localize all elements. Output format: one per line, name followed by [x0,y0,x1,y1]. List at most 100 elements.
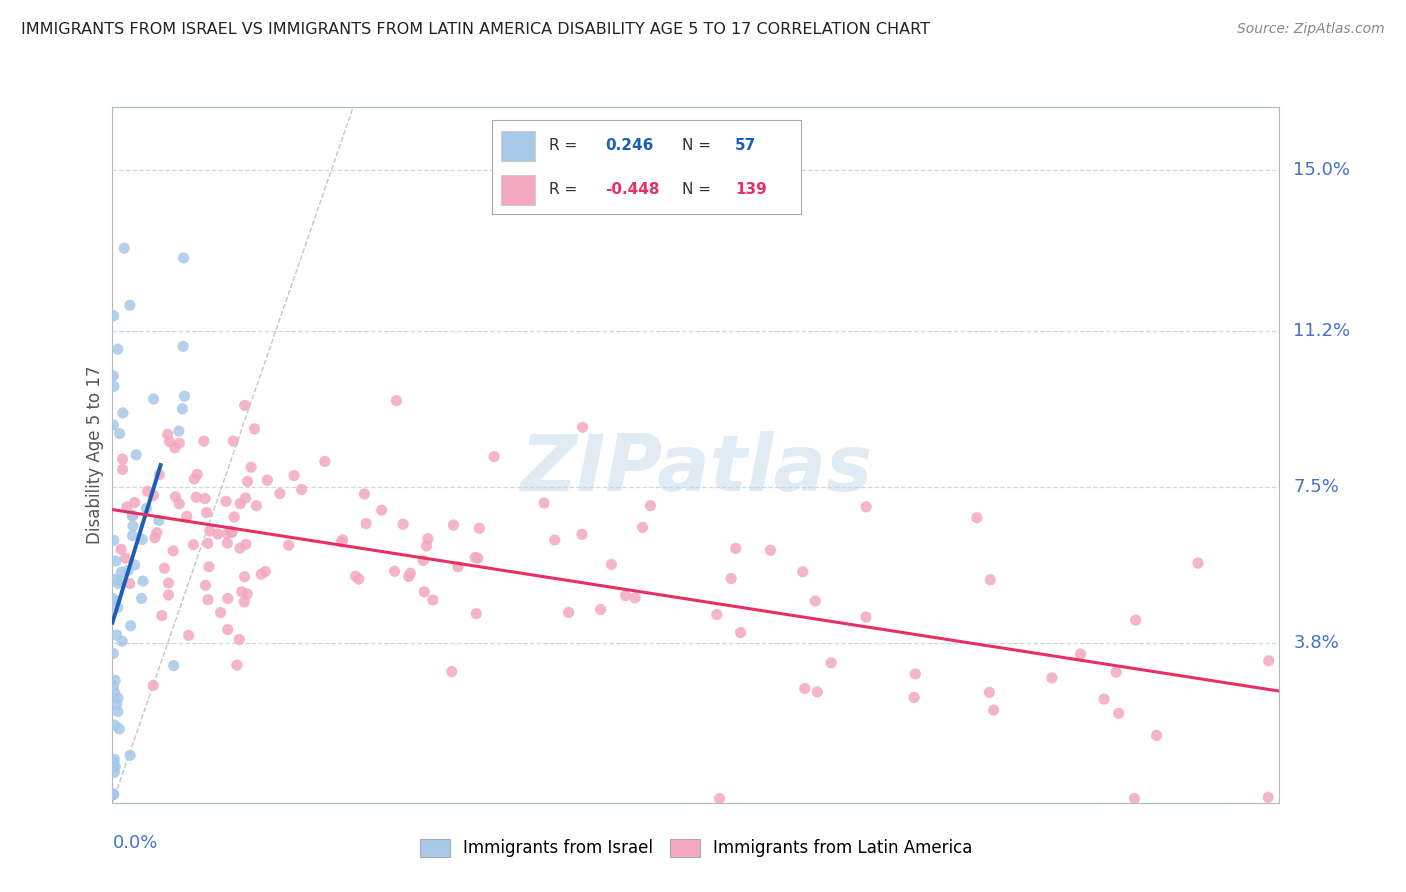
Point [103,379,125,393]
Point [353,487,375,501]
Point [169,497,191,511]
Point [104,594,127,608]
Point [217,591,239,606]
Point [148,513,170,527]
Point [904,666,927,681]
Point [1123,791,1146,805]
Point [557,606,579,620]
Text: 139: 139 [735,182,766,197]
Point [105,572,128,586]
Text: N =: N = [682,182,711,197]
Point [720,571,742,585]
Point [124,495,146,509]
Point [243,422,266,436]
Point [385,393,408,408]
Point [118,748,141,763]
Point [413,585,436,599]
Text: IMMIGRANTS FROM ISRAEL VS IMMIGRANTS FROM LATIN AMERICA DISABILITY AGE 5 TO 17 C: IMMIGRANTS FROM ISRAEL VS IMMIGRANTS FRO… [21,22,931,37]
Point [105,697,128,711]
Point [1257,654,1279,668]
Point [354,516,377,531]
Point [806,685,828,699]
Point [157,576,180,591]
Point [111,462,134,476]
Point [330,535,353,549]
Point [1187,556,1209,570]
Point [177,628,200,642]
Point [709,791,731,805]
Point [135,501,157,516]
Point [269,486,291,500]
Text: Source: ZipAtlas.com: Source: ZipAtlas.com [1237,22,1385,37]
Point [107,342,129,356]
Point [194,491,217,506]
Point [108,722,131,736]
Point [392,517,415,532]
Point [1070,647,1092,661]
Point [115,500,138,514]
FancyBboxPatch shape [502,131,536,161]
Point [103,647,125,661]
Point [631,520,654,534]
Point [256,473,278,487]
Point [167,424,190,438]
Point [193,434,215,449]
Point [224,510,246,524]
Point [792,565,814,579]
Point [614,589,637,603]
Point [370,503,392,517]
Point [107,705,129,719]
Point [197,536,219,550]
Point [197,592,219,607]
Point [254,565,277,579]
Point [759,543,782,558]
Point [217,623,239,637]
Point [103,788,125,802]
Point [162,544,184,558]
Point [415,539,437,553]
Point [103,788,125,802]
Point [464,550,486,565]
Text: N =: N = [682,138,711,153]
Point [104,685,127,699]
Point [195,506,218,520]
Point [198,524,221,538]
Point [233,570,256,584]
Point [416,532,439,546]
Point [122,519,145,533]
Point [156,427,179,442]
Point [143,531,166,545]
Point [103,309,125,323]
Point [103,760,125,774]
Point [103,765,125,780]
Point [176,509,198,524]
Point [979,573,1001,587]
Point [157,588,180,602]
Point [240,460,263,475]
Point [1146,728,1168,742]
Point [150,608,173,623]
Point [332,533,354,547]
Point [225,658,247,673]
Point [229,497,252,511]
Point [533,496,555,510]
Point [142,488,165,502]
Point [125,448,148,462]
Point [104,718,127,732]
Point [105,628,128,642]
Point [347,572,370,586]
Point [233,595,256,609]
Point [571,420,593,434]
Point [399,566,422,581]
Point [103,752,125,766]
Text: -0.448: -0.448 [605,182,659,197]
Point [118,576,141,591]
Point [103,591,125,606]
Point [215,494,238,508]
Point [107,576,129,591]
Point [169,436,191,450]
Point [384,564,406,578]
Point [236,587,259,601]
Point [112,241,135,255]
Point [624,591,647,605]
